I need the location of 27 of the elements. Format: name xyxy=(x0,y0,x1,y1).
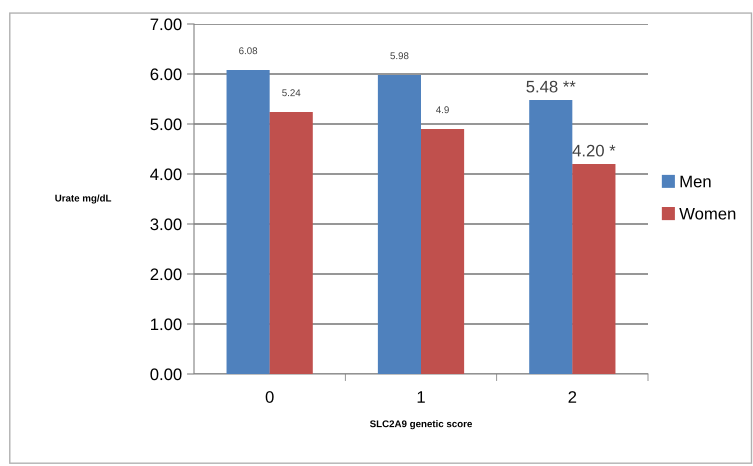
y-tick-label: 5.00 xyxy=(150,118,182,130)
bar xyxy=(378,75,421,374)
y-tick-label: 4.00 xyxy=(150,168,182,180)
data-label: 4.9 xyxy=(436,106,449,114)
bar xyxy=(572,164,616,374)
y-axis-title: Urate mg/dL xyxy=(55,194,112,204)
bar xyxy=(270,112,313,374)
y-tick-label: 1.00 xyxy=(151,318,182,330)
data-label: 5.24 xyxy=(282,89,300,96)
legend-label: Men xyxy=(680,176,711,188)
bar xyxy=(529,100,572,374)
y-tick-label: 6.00 xyxy=(150,68,182,80)
y-tick-label: 3.00 xyxy=(150,218,182,230)
x-tick-label: 0 xyxy=(266,391,274,403)
data-label: 6.08 xyxy=(239,47,258,54)
data-label: 5.48 ** xyxy=(526,80,576,93)
x-tick-label: 2 xyxy=(568,391,576,403)
legend-label: Women xyxy=(679,208,736,220)
y-tick-label: 2.00 xyxy=(150,268,182,280)
bar xyxy=(226,70,270,374)
x-tick-label: 1 xyxy=(418,391,425,403)
data-label: 4.20 * xyxy=(572,144,616,157)
x-axis-title: SLC2A9 genetic score xyxy=(370,420,472,430)
data-label: 5.98 xyxy=(390,52,408,60)
y-tick-label: 7.00 xyxy=(150,18,182,30)
bar xyxy=(421,129,464,374)
y-tick-label: 0.00 xyxy=(150,368,182,380)
